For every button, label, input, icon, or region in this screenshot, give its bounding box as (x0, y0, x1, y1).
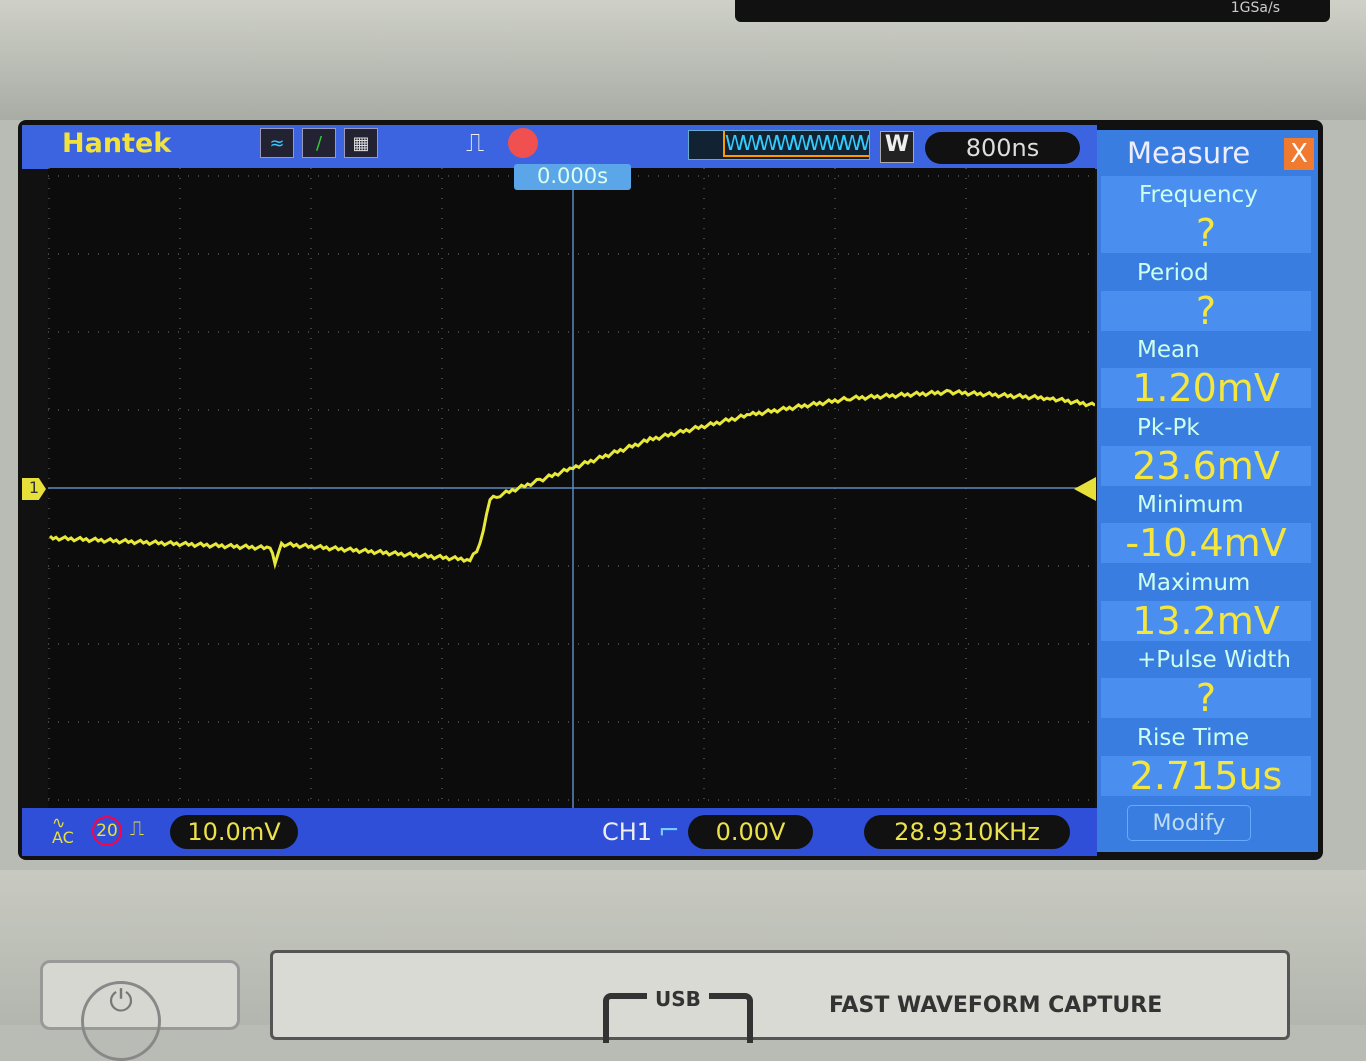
measure-item-label[interactable]: Mean (1137, 337, 1200, 363)
invert-icon: ⎍ (130, 816, 144, 840)
measure-title: Measure (1127, 136, 1251, 170)
trigger-position-readout[interactable]: 0.000s (514, 164, 631, 190)
measure-item-label[interactable]: Minimum (1137, 492, 1244, 518)
measure-item-label[interactable]: +Pulse Width (1137, 647, 1291, 673)
trigger-level-readout[interactable]: 0.00V (688, 815, 813, 849)
top-status-bar (22, 125, 1097, 169)
power-icon: ⏻ (81, 981, 161, 1061)
trigger-edge-icon: ⎍ (466, 128, 485, 158)
frequency-counter-readout: 28.9310KHz (864, 815, 1070, 849)
rising-edge-icon: ⌐ (658, 816, 680, 846)
usb-label: USB (647, 987, 709, 1011)
panel-caption: FAST WAVEFORM CAPTURE (829, 993, 1163, 1018)
hantek-logo: Hantek (62, 128, 172, 159)
volts-div-readout[interactable]: 10.0mV (170, 815, 298, 849)
trigger-channel-label: CH1 (602, 818, 653, 846)
persistence-icon[interactable]: ▦ (344, 128, 378, 158)
measure-panel: Measure X ▶Frequency?Period?Mean1.20mVPk… (1097, 130, 1318, 852)
measure-item-value: 2.715us (1101, 755, 1311, 796)
measure-item-value: ? (1101, 678, 1311, 718)
timebase-readout[interactable]: 800ns (925, 132, 1080, 164)
close-icon[interactable]: X (1284, 138, 1314, 170)
ac-coupling-icon: ∿ AC (52, 813, 74, 847)
usb-panel: USB FAST WAVEFORM CAPTURE (270, 950, 1290, 1043)
power-button[interactable]: ⏻ (40, 960, 240, 1061)
channel1-trace (48, 388, 1096, 570)
modify-button[interactable]: Modify (1127, 805, 1251, 841)
waveform-plot (48, 168, 1098, 808)
measure-item-label[interactable]: Maximum (1137, 569, 1251, 596)
zoom-window-button[interactable]: W (880, 131, 914, 163)
ramp-icon[interactable]: / (302, 128, 336, 158)
channel1-marker[interactable]: 1 (22, 478, 46, 500)
measure-item-value: 13.2mV (1101, 600, 1311, 641)
sample-rate-label: 1GSa/s (1230, 0, 1280, 16)
measure-item-label[interactable]: Rise Time (1137, 724, 1250, 751)
measure-item-value: -10.4mV (1101, 523, 1311, 563)
coupling-label: AC (52, 828, 74, 847)
record-icon[interactable] (508, 128, 538, 158)
measure-item-value: ? (1101, 213, 1311, 253)
bandwidth-limit-icon: 20 (92, 816, 122, 846)
measure-item-value: ? (1101, 290, 1311, 331)
memory-overview[interactable]: WWWWWWWWW (688, 130, 870, 160)
measure-item-value: 23.6mV (1101, 445, 1311, 486)
waveform-icon[interactable]: ≈ (260, 128, 294, 158)
spec-plate: 1GSa/s (735, 0, 1330, 22)
measure-item-value: 1.20mV (1101, 368, 1311, 408)
measure-item-label[interactable]: Pk-Pk (1137, 414, 1200, 441)
trigger-level-marker[interactable] (1074, 477, 1096, 501)
waveform-graticule (48, 168, 1098, 808)
measure-item-label[interactable]: Frequency (1101, 176, 1311, 214)
measure-item-label[interactable]: Period (1137, 259, 1209, 286)
